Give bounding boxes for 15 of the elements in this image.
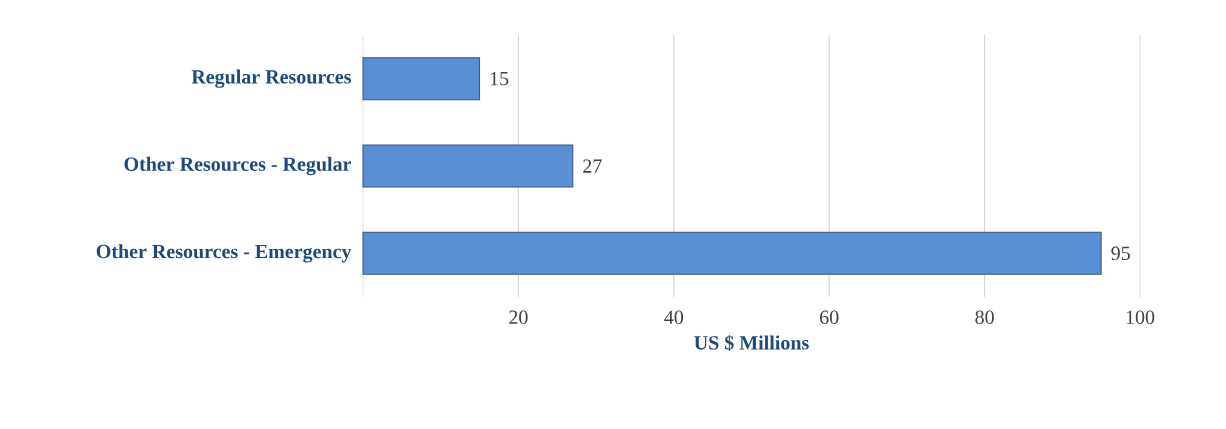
data-label: 27	[583, 159, 602, 173]
y-tick-label: Regular Resources	[191, 69, 351, 88]
x-tick-label: 40	[664, 310, 684, 325]
y-tick-label: Other Resources - Emergency	[96, 244, 352, 263]
x-tick-label: 100	[1126, 310, 1155, 325]
y-tick-label: Other Resources - Regular	[124, 156, 352, 176]
x-tick-label: 60	[820, 310, 839, 325]
x-tick-label: 80	[975, 310, 994, 325]
data-label: 95	[1111, 246, 1130, 261]
bar	[362, 144, 574, 188]
bar	[362, 57, 481, 101]
x-tick-label: 20	[509, 310, 528, 325]
data-label: 15	[490, 71, 509, 86]
bar	[362, 231, 1102, 275]
x-axis-title: US $ Millions	[694, 334, 809, 351]
